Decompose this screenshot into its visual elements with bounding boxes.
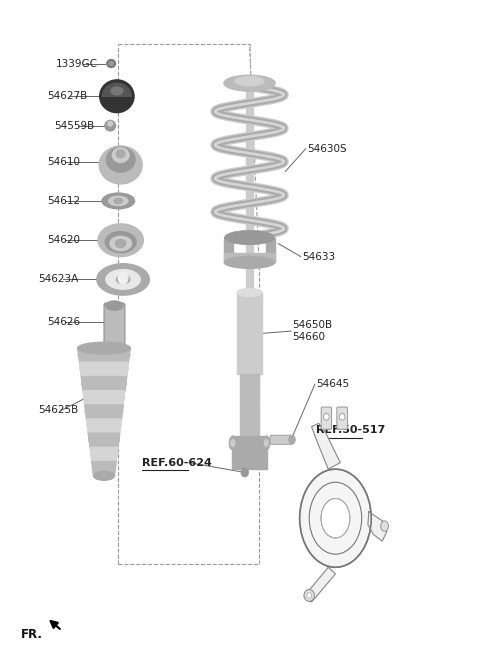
Polygon shape (80, 362, 129, 376)
Text: 54645: 54645 (316, 379, 349, 389)
Ellipse shape (339, 413, 345, 420)
Polygon shape (78, 348, 130, 362)
Ellipse shape (225, 256, 275, 268)
FancyBboxPatch shape (337, 407, 348, 429)
Ellipse shape (264, 440, 268, 446)
Ellipse shape (118, 272, 128, 284)
Ellipse shape (324, 413, 329, 420)
Ellipse shape (263, 436, 270, 450)
Polygon shape (88, 433, 120, 447)
Text: 54625B: 54625B (38, 405, 79, 415)
Polygon shape (225, 238, 233, 262)
Ellipse shape (112, 148, 129, 162)
Polygon shape (225, 253, 275, 262)
Text: 54650B: 54650B (292, 320, 333, 330)
Ellipse shape (237, 288, 262, 296)
Ellipse shape (307, 593, 312, 598)
Polygon shape (304, 567, 336, 602)
Ellipse shape (99, 146, 142, 184)
Ellipse shape (116, 275, 130, 284)
Ellipse shape (81, 378, 127, 388)
Ellipse shape (107, 60, 116, 68)
Text: 54630S: 54630S (307, 144, 347, 154)
Polygon shape (232, 436, 267, 469)
Polygon shape (266, 238, 275, 262)
Text: REF.60-624: REF.60-624 (142, 458, 212, 468)
Ellipse shape (98, 224, 144, 256)
Ellipse shape (231, 440, 235, 446)
Polygon shape (92, 461, 116, 476)
Ellipse shape (235, 77, 264, 86)
Ellipse shape (109, 62, 113, 66)
FancyBboxPatch shape (321, 407, 332, 429)
Ellipse shape (97, 263, 149, 295)
Ellipse shape (79, 365, 129, 374)
Ellipse shape (84, 407, 123, 417)
Circle shape (321, 499, 350, 538)
Text: 54660: 54660 (292, 332, 325, 342)
Ellipse shape (107, 147, 135, 172)
Polygon shape (81, 376, 127, 391)
Text: FR.: FR. (21, 627, 42, 641)
Ellipse shape (109, 196, 128, 206)
Polygon shape (86, 419, 121, 433)
Polygon shape (85, 405, 123, 419)
Ellipse shape (116, 150, 125, 158)
Ellipse shape (78, 342, 130, 354)
Ellipse shape (90, 449, 118, 459)
Ellipse shape (105, 120, 116, 131)
Ellipse shape (110, 237, 132, 251)
Text: 54559B: 54559B (54, 121, 94, 131)
Circle shape (300, 469, 371, 567)
Ellipse shape (100, 80, 134, 112)
Polygon shape (240, 374, 259, 436)
Polygon shape (312, 423, 340, 469)
Ellipse shape (111, 87, 123, 95)
Ellipse shape (94, 471, 115, 480)
Ellipse shape (304, 589, 314, 601)
Polygon shape (246, 83, 252, 292)
Ellipse shape (86, 421, 121, 431)
Polygon shape (83, 391, 125, 405)
Ellipse shape (105, 232, 136, 252)
Ellipse shape (108, 122, 113, 126)
Ellipse shape (77, 350, 131, 360)
Ellipse shape (241, 468, 249, 477)
Polygon shape (237, 292, 262, 374)
Ellipse shape (114, 198, 122, 204)
Text: 54612: 54612 (47, 196, 80, 206)
Text: REF.50-517: REF.50-517 (316, 425, 385, 435)
Ellipse shape (229, 436, 237, 450)
Ellipse shape (224, 75, 276, 91)
Ellipse shape (88, 436, 120, 445)
Text: 1339GC: 1339GC (56, 58, 98, 68)
Polygon shape (103, 83, 131, 97)
FancyBboxPatch shape (104, 303, 125, 348)
Ellipse shape (102, 193, 134, 209)
Polygon shape (90, 447, 118, 461)
Text: 54610: 54610 (47, 156, 80, 167)
Ellipse shape (116, 240, 126, 248)
Text: 54626: 54626 (47, 317, 80, 327)
Text: 54627B: 54627B (47, 91, 87, 101)
Text: 54633: 54633 (302, 252, 335, 261)
Ellipse shape (381, 521, 388, 532)
Text: 54620: 54620 (47, 235, 80, 245)
Ellipse shape (288, 435, 295, 444)
Ellipse shape (83, 393, 125, 403)
Ellipse shape (225, 231, 275, 245)
Text: 54623A: 54623A (38, 275, 79, 284)
FancyBboxPatch shape (270, 435, 292, 444)
Polygon shape (368, 512, 387, 541)
Ellipse shape (106, 269, 140, 289)
Ellipse shape (106, 301, 123, 310)
Ellipse shape (92, 464, 116, 474)
